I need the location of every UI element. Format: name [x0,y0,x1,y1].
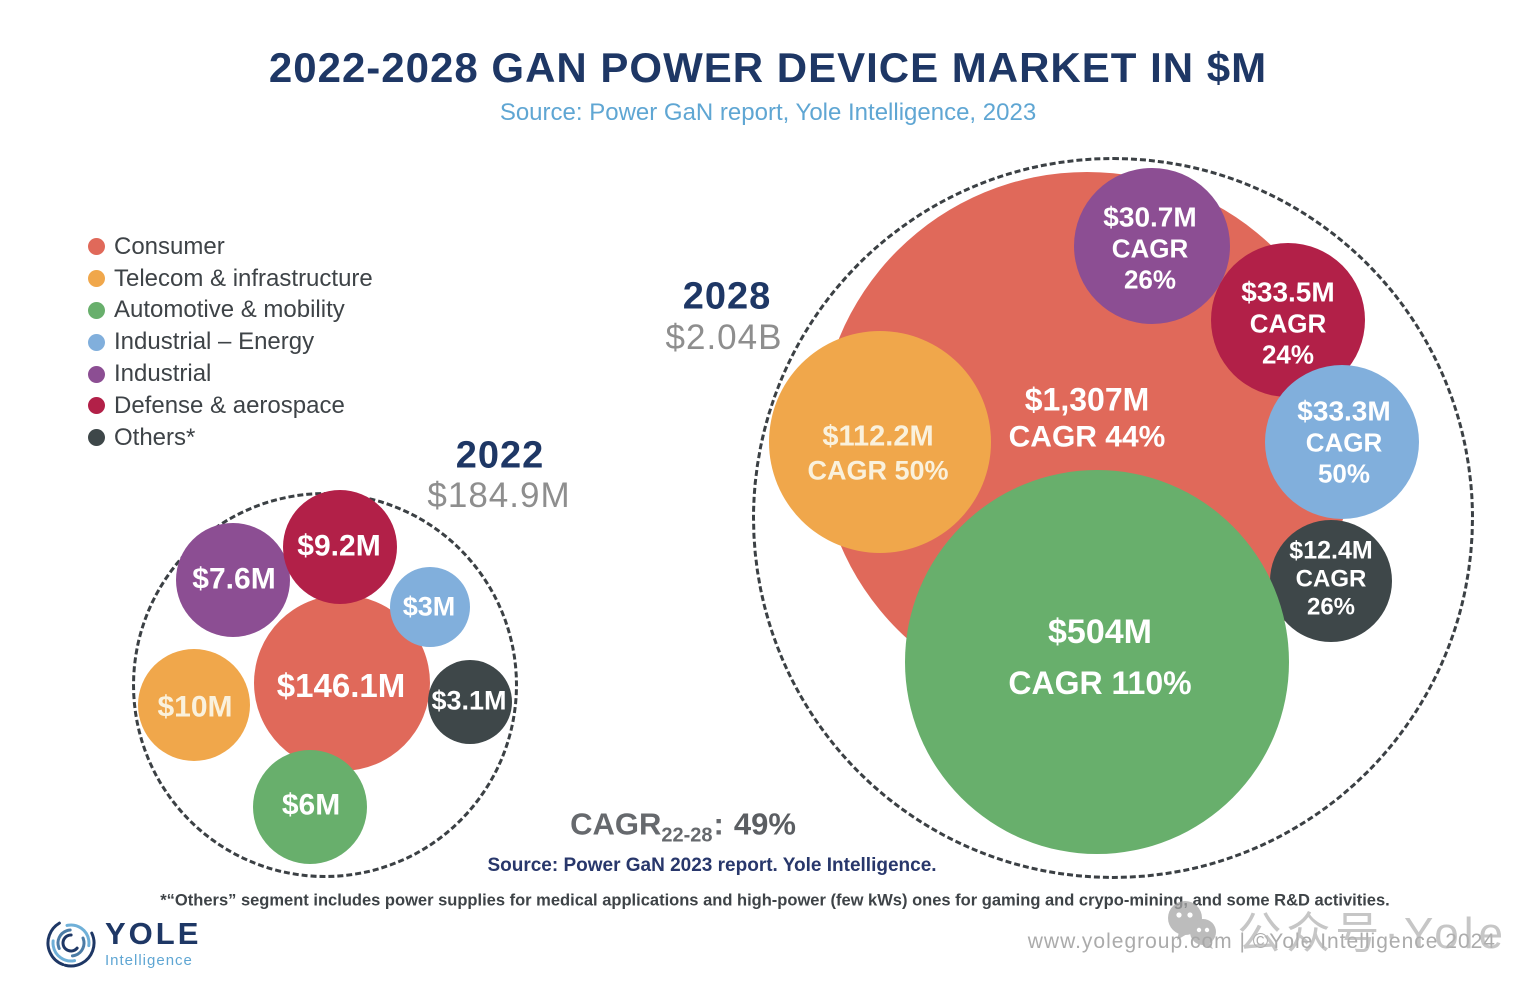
footnote: *“Others” segment includes power supplie… [160,891,1390,910]
bubble-2022-defense [283,490,397,604]
bubble-label-2028-telecom: $112.2M CAGR 50% [807,419,948,486]
bubble-cagr: CAGR 26% [1111,234,1189,295]
bubble-2022-automotive [253,750,367,864]
industrial-swatch-icon [88,365,105,383]
yole-logo-name: YOLE [105,916,202,951]
wechat-icon [1159,894,1223,963]
bubble-value: $504M [1048,613,1152,652]
bubble-value: $30.7M [1103,201,1197,233]
bubble-cagr: CAGR 110% [1008,665,1192,702]
yole-logo-text: YOLE Intelligence [105,914,201,969]
bubble-value: $112.2M [822,420,934,453]
bubble-cagr: CAGR 24% [1249,309,1327,370]
bubble-label-2022-consumer: $146.1M [276,666,406,704]
legend-item-telecom: Telecom & infrastructure [88,263,373,295]
cluster-2028-total: $2.04B [665,318,783,357]
yole-logo-icon [45,914,97,977]
bubble-2022-industrial [176,523,290,637]
bubble-2028-industrial [1074,168,1230,324]
legend-item-industrial-energy: Industrial – Energy [88,326,373,358]
legend-label: Defense & aerospace [114,391,345,419]
legend-label: Others* [114,423,196,451]
bubble-label-2022-others: $3.1M [431,685,507,716]
bubble-label-2022-industrial-energy: $3M [402,591,456,622]
consumer-swatch-icon [88,238,105,256]
overall-cagr: CAGR22-28: 49% [570,807,796,848]
automotive-swatch-icon [88,301,105,319]
legend-item-others: Others* [88,422,373,454]
bubble-label-2022-telecom: $10M [157,690,233,724]
legend-item-defense: Defense & aerospace [88,390,373,422]
cagr-subscript: 22-28 [661,824,713,847]
yole-logo-subtitle: Intelligence [105,952,193,969]
bubble-2022-telecom [138,649,250,761]
cagr-colon: : [713,806,724,842]
bubble-2022-others [428,660,512,744]
page-subtitle: Source: Power GaN report, Yole Intellige… [499,99,1037,126]
industrial-energy-swatch-icon [88,333,105,351]
cagr-prefix: CAGR [570,806,662,842]
legend-item-industrial: Industrial [88,358,373,390]
legend-label: Consumer [114,232,225,260]
cluster-2022-total: $184.9M [427,476,571,515]
legend: Consumer Telecom & infrastructure Automo… [88,231,373,454]
bubble-label-2028-others: $12.4M CAGR 26% [1289,537,1373,622]
cluster-2022-year: 2022 [455,434,545,477]
page-title: 2022-2028 GAN POWER DEVICE MARKET IN $M [268,44,1268,91]
bubble-label-2028-defense: $33.5M CAGR 24% [1241,277,1334,370]
bubble-label-2028-consumer: $1,307M CAGR 44% [1009,381,1166,454]
legend-item-automotive: Automotive & mobility [88,295,373,327]
bubble-cagr: CAGR 26% [1295,565,1367,621]
bubble-label-2022-industrial: $7.6M [192,562,276,596]
defense-swatch-icon [88,397,105,415]
source-note: Source: Power GaN 2023 report. Yole Inte… [487,855,937,876]
bubble-label-2028-automotive: $504M CAGR 110% [1008,613,1191,703]
bubble-label-2022-defense: $9.2M [297,529,381,563]
legend-item-consumer: Consumer [88,231,373,263]
watermark-text: 公众号·Yole [1237,908,1508,958]
bubble-cagr: CAGR 50% [807,455,949,486]
bubble-2028-telecom [769,331,991,553]
bubble-label-2028-industrial: $30.7M CAGR 26% [1103,202,1196,295]
telecom-swatch-icon [88,270,105,288]
bubble-2028-others [1270,520,1392,642]
bubble-value: $33.5M [1241,276,1335,308]
bubble-value: $12.4M [1289,536,1373,565]
footer-credit: www.yolegroup.com | ©Yole Intelligence 2… [1027,930,1496,953]
legend-label: Industrial – Energy [114,328,315,356]
bubble-value: $33.3M [1297,395,1391,427]
legend-label: Telecom & infrastructure [114,264,373,292]
bubble-value: $1,307M [1024,381,1150,418]
yole-logo: YOLE Intelligence [45,914,201,977]
legend-label: Automotive & mobility [114,296,345,324]
bubble-cagr: CAGR 50% [1305,428,1383,489]
cluster-2028-boundary [752,157,1474,879]
others-swatch-icon [88,429,105,447]
bubble-label-2022-automotive: $6M [281,788,341,822]
bubble-cagr: CAGR 44% [1008,420,1166,454]
legend-label: Industrial [114,360,212,388]
cluster-2028-year: 2028 [682,275,772,318]
bubble-2028-industrial-energy [1265,365,1419,519]
bubble-2028-automotive [905,470,1289,854]
bubble-2022-industrial-energy [390,567,470,647]
cagr-value: 49% [733,806,796,842]
bubble-label-2028-industrial-energy: $33.3M CAGR 50% [1297,396,1390,489]
watermark: 公众号·Yole [1159,894,1508,963]
